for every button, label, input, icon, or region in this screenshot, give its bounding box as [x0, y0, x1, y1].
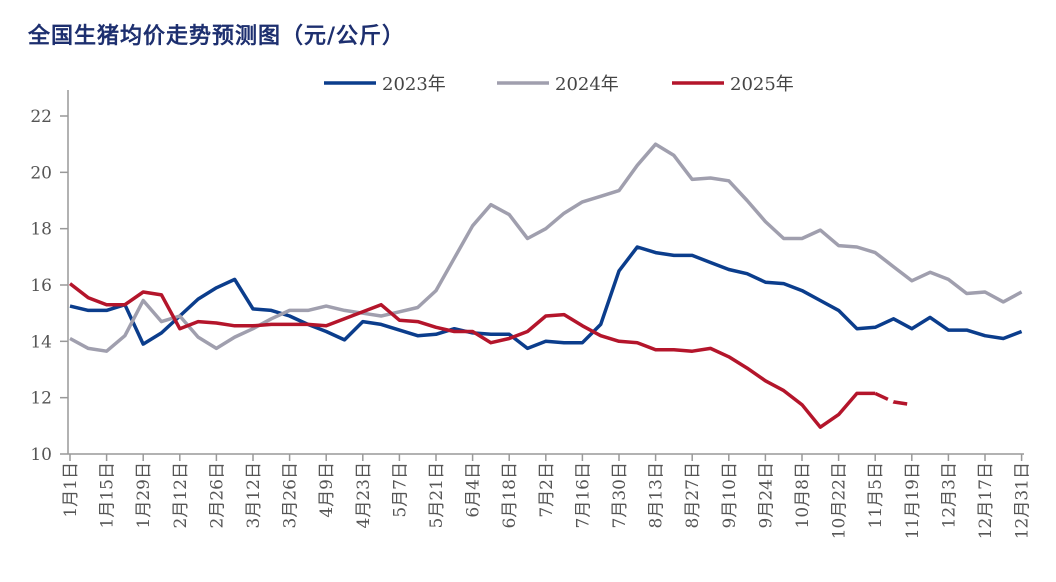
- x-tick-label: 5月21日: [427, 462, 447, 528]
- x-tick-label: 4月9日: [317, 462, 337, 518]
- y-tick-label: 18: [30, 220, 52, 240]
- y-tick-label: 14: [30, 332, 52, 352]
- x-tick-label: 11月5日: [866, 462, 886, 528]
- x-tick-label: 7月2日: [537, 462, 557, 518]
- chart-title: 全国生猪均价走势预测图（元/公斤）: [28, 24, 406, 49]
- x-tick-label: 10月8日: [793, 462, 813, 528]
- x-tick-label: 7月16日: [573, 462, 593, 528]
- x-tick-label: 7月30日: [610, 462, 630, 528]
- series-line-2025年: [68, 282, 876, 429]
- x-tick-label: 12月3日: [939, 462, 959, 528]
- x-tick-label: 10月22日: [830, 462, 850, 539]
- legend-label: 2024年: [555, 74, 619, 95]
- legend-label: 2023年: [382, 74, 446, 95]
- y-tick-label: 12: [30, 389, 52, 409]
- x-tick-label: 1月29日: [134, 462, 154, 528]
- x-tick-label: 3月12日: [244, 462, 264, 528]
- legend-label: 2025年: [730, 74, 794, 95]
- x-tick-label: 6月18日: [500, 462, 520, 528]
- series-line-2023年: [69, 245, 1023, 351]
- y-tick-label: 16: [30, 276, 52, 296]
- x-tick-label: 12月31日: [1013, 462, 1033, 539]
- forecast-line-2025年: [874, 391, 913, 407]
- x-tick-label: 11月19日: [903, 462, 923, 539]
- x-tick-label: 9月10日: [720, 462, 740, 528]
- x-tick-label: 5月7日: [390, 462, 410, 518]
- x-tick-label: 1月1日: [61, 462, 81, 518]
- y-tick-label: 20: [30, 163, 52, 183]
- x-tick-label: 3月26日: [281, 462, 301, 528]
- x-tick-label: 2月12日: [171, 462, 191, 528]
- x-tick-label: 9月24日: [756, 462, 776, 528]
- x-tick-label: 4月23日: [354, 462, 374, 528]
- x-tick-label: 6月4日: [464, 462, 484, 518]
- x-tick-label: 8月27日: [683, 462, 703, 528]
- x-tick-label: 2月26日: [207, 462, 227, 528]
- x-tick-label: 12月17日: [976, 462, 996, 539]
- x-tick-label: 1月15日: [98, 462, 118, 528]
- x-tick-label: 8月13日: [647, 462, 667, 528]
- y-tick-label: 22: [30, 107, 52, 127]
- series-line-2024年: [69, 142, 1023, 353]
- y-tick-label: 10: [30, 445, 52, 465]
